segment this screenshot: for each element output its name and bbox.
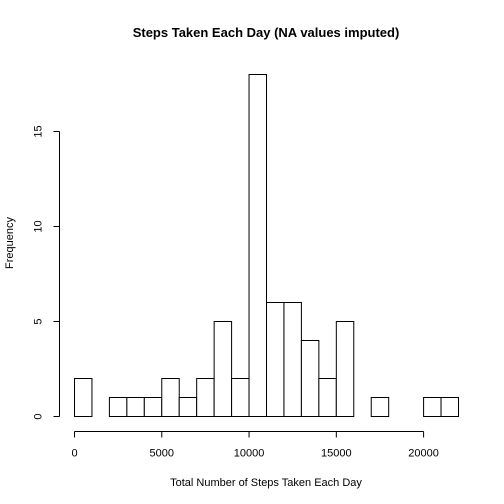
histogram-bar [126, 397, 145, 417]
histogram-bar [283, 302, 302, 417]
histogram-bar [178, 397, 198, 417]
histogram-bar [161, 378, 180, 417]
y-tick-label: 5 [33, 318, 45, 324]
y-tick-label: 15 [33, 125, 45, 137]
histogram-bar [370, 397, 390, 417]
histogram-bar [74, 378, 93, 417]
x-tick-label: 10000 [234, 448, 265, 460]
chart-title: Steps Taken Each Day (NA values imputed) [133, 25, 400, 40]
y-tick-label: 0 [33, 413, 45, 419]
y-tick-label: 10 [33, 220, 45, 232]
histogram-bar [318, 378, 337, 417]
bars-group [74, 74, 459, 417]
x-tick-label: 15000 [321, 448, 352, 460]
histogram-bar [213, 321, 233, 417]
histogram-bar [423, 397, 442, 417]
x-tick-label: 5000 [150, 448, 174, 460]
y-axis: 0 5 10 15 [33, 125, 60, 420]
histogram-bar [440, 397, 459, 417]
histogram-bar [196, 378, 215, 417]
histogram-bar [248, 74, 268, 417]
histogram-bar [108, 397, 128, 417]
y-axis-label: Frequency [4, 217, 16, 269]
histogram-bar [231, 378, 250, 417]
histogram-bar [335, 321, 355, 417]
histogram-bar [143, 397, 163, 417]
histogram-bar [300, 340, 320, 417]
x-axis-label: Total Number of Steps Taken Each Day [170, 477, 362, 489]
histogram-bar [266, 302, 285, 417]
x-axis: 0 5000 10000 15000 20000 [71, 431, 439, 460]
x-tick-label: 0 [71, 448, 77, 460]
x-tick-label: 20000 [408, 448, 439, 460]
